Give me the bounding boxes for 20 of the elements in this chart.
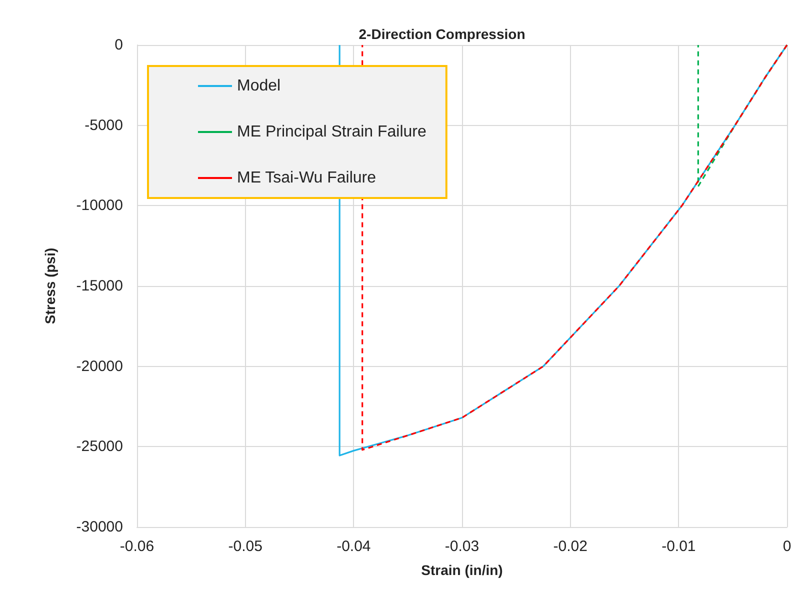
y-tick-label: -15000 xyxy=(76,278,123,294)
legend-label: ME Tsai-Wu Failure xyxy=(237,170,376,186)
x-axis-title: Strain (in/in) xyxy=(421,562,503,578)
x-tick-label: -0.06 xyxy=(120,538,154,555)
x-tick-label: -0.01 xyxy=(662,538,696,555)
x-tick-label: 0 xyxy=(782,538,792,555)
y-tick-label: -10000 xyxy=(76,197,123,214)
legend-label: Model xyxy=(237,78,281,94)
y-tick-label: -20000 xyxy=(76,358,123,375)
y-tick-label: -25000 xyxy=(76,438,123,456)
x-tick-label: -0.04 xyxy=(336,538,371,555)
legend-label: ME Principal Strain Failure xyxy=(237,124,426,140)
y-tick-label: -30000 xyxy=(76,518,123,536)
chart-title: 2-Direction Compression xyxy=(358,26,526,42)
y-axis-title: Stress (psi) xyxy=(42,248,58,324)
y-tick-label: 0 xyxy=(114,36,123,54)
x-tick-label: -0.05 xyxy=(228,538,262,555)
y-tick-label: -5000 xyxy=(84,116,123,134)
x-tick-label: -0.02 xyxy=(553,538,588,555)
x-tick-label: -0.03 xyxy=(444,538,480,555)
